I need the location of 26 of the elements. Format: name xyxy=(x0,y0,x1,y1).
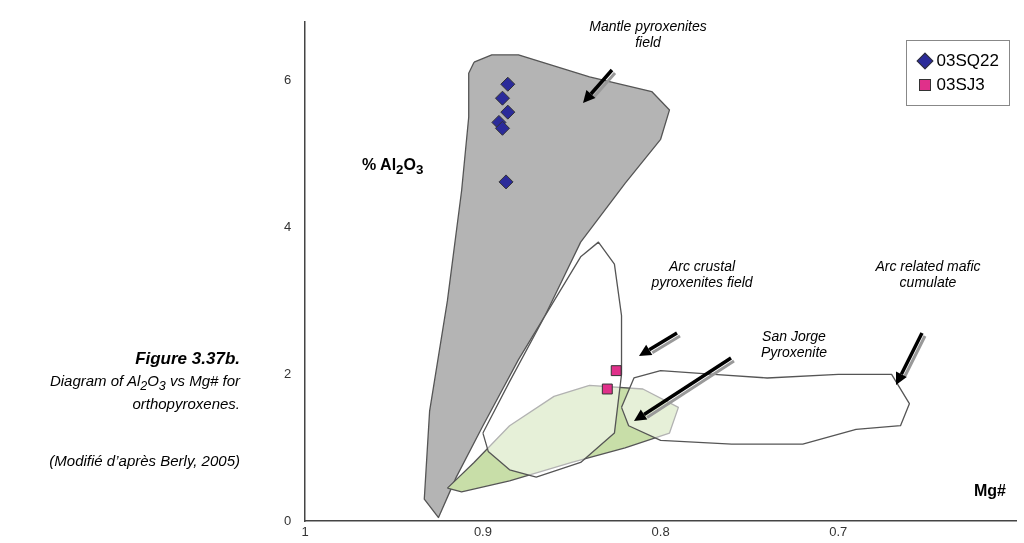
annotation: Arc crustal pyroxenites field xyxy=(650,258,754,290)
annotation: San Jorge Pyroxenite xyxy=(759,328,829,360)
y-tick-label: 4 xyxy=(284,219,292,235)
point xyxy=(500,104,516,120)
x-tick-label: 0.8 xyxy=(651,523,670,539)
x-tick-label: 1 xyxy=(301,523,309,539)
point xyxy=(498,174,514,190)
x-tick-label: 0.9 xyxy=(473,523,492,539)
text: (Modifié d’après Berly, 2005) xyxy=(48,452,240,470)
legend-label: 03SQ22 xyxy=(936,51,999,71)
x-axis-title: Mg# xyxy=(974,482,1006,500)
annotation: Arc related mafic cumulate xyxy=(874,258,982,290)
point xyxy=(494,90,510,106)
point xyxy=(494,120,510,136)
annotation: Mantle pyroxenites field xyxy=(588,18,708,50)
text: Diagram of Al$_{2}$O$_{3}$ vs Mg# for orthopyroxenes. xyxy=(48,372,240,413)
point xyxy=(610,365,622,377)
y-tick-label: 6 xyxy=(284,72,292,88)
y-tick-label: 2 xyxy=(284,365,292,381)
point xyxy=(500,76,516,92)
text: Figure 3.37b. xyxy=(134,349,240,368)
y-tick-label: 0 xyxy=(284,512,292,528)
x-tick-label: 0.7 xyxy=(829,523,848,539)
point xyxy=(601,383,613,395)
legend-label: 03SJ3 xyxy=(936,75,985,95)
y-axis-title: % Al$_{2}$O$_{3}$ xyxy=(362,156,424,178)
